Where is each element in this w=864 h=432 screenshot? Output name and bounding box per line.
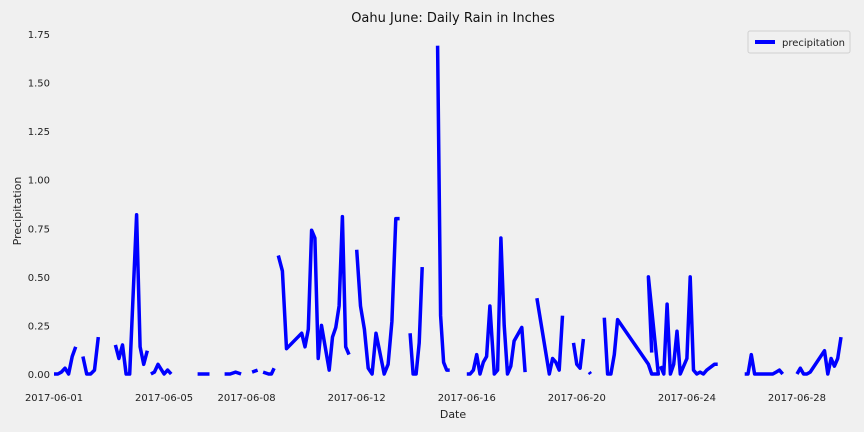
y-tick-label: 0.50 [28, 273, 50, 284]
series-line-segment [354, 216, 400, 376]
x-tick-label: 2017-06-20 [548, 393, 606, 404]
series-line-segment [658, 275, 718, 376]
series-line-segment [795, 336, 843, 376]
x-tick-label: 2017-06-12 [328, 393, 386, 404]
x-tick-label: 2017-06-16 [438, 393, 496, 404]
y-tick-label: 1.25 [28, 127, 50, 138]
series-line-segment [276, 214, 351, 372]
series-line-segment [81, 336, 101, 376]
series-line-segment [54, 346, 78, 376]
series-line-segment [535, 297, 565, 376]
series-line-segment [571, 338, 586, 370]
series-line-segment [435, 45, 450, 372]
y-tick-label: 1.75 [28, 30, 50, 41]
series-line-segment [744, 352, 785, 376]
series-line-segment [224, 370, 242, 376]
x-tick-label: 2017-06-01 [25, 393, 83, 404]
series-line-segment [113, 212, 149, 376]
series-line-segment [602, 275, 661, 376]
chart-title: Oahu June: Daily Rain in Inches [351, 11, 555, 26]
series-line-segment [150, 362, 173, 376]
y-axis-ticks: 0.00 0.25 0.50 0.75 1.00 1.25 1.50 1.75 [28, 30, 50, 381]
series-line-segment [408, 267, 424, 376]
x-tick-label: 2017-06-24 [658, 393, 716, 404]
series-line-segment [466, 236, 527, 376]
series-line-segment [251, 368, 259, 374]
y-axis-label: Precipitation [11, 177, 24, 246]
series-precipitation [54, 45, 843, 376]
y-tick-label: 1.00 [28, 176, 50, 187]
y-tick-label: 0.00 [28, 370, 50, 381]
series-line-segment [262, 367, 276, 376]
legend-label-precipitation: precipitation [782, 38, 845, 49]
y-tick-label: 1.50 [28, 79, 50, 90]
x-tick-label: 2017-06-08 [218, 393, 276, 404]
legend: precipitation [747, 30, 851, 54]
x-axis-ticks: 2017-06-01 2017-06-05 2017-06-08 2017-06-12… [25, 393, 826, 404]
legend-box [747, 30, 851, 54]
x-tick-label: 2017-06-05 [135, 393, 193, 404]
y-tick-label: 0.25 [28, 321, 50, 332]
series-line-segment [587, 371, 593, 376]
y-tick-label: 0.75 [28, 224, 50, 235]
x-axis-label: Date [440, 408, 467, 421]
x-tick-label: 2017-06-28 [768, 393, 826, 404]
